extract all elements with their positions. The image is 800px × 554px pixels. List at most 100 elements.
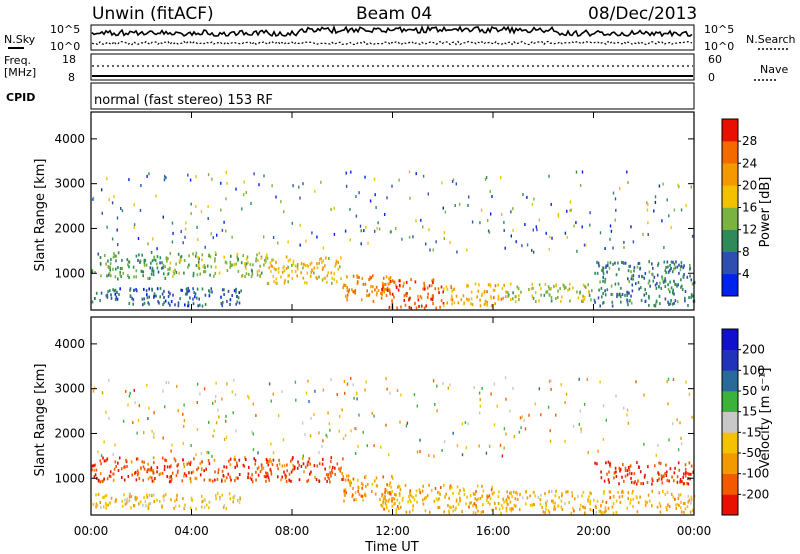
heatmap-cell: [314, 389, 316, 393]
heatmap-cell: [327, 411, 329, 415]
heatmap-cell: [602, 266, 605, 270]
heatmap-cell: [190, 202, 192, 206]
heatmap-cell: [687, 482, 690, 486]
heatmap-cell: [609, 462, 611, 466]
colorbar-segment: [722, 391, 738, 412]
heatmap-cell: [192, 302, 195, 306]
heatmap-cell: [110, 296, 113, 300]
heatmap-cell: [664, 471, 666, 475]
heatmap-cell: [91, 269, 94, 273]
heatmap-cell: [680, 285, 682, 289]
heatmap-cell: [570, 511, 573, 515]
heatmap-cell: [215, 381, 217, 385]
heatmap-cell: [167, 290, 170, 294]
heatmap-cell: [222, 505, 225, 509]
heatmap-cell: [212, 434, 214, 438]
heatmap-cell: [284, 476, 287, 480]
heatmap-cell: [114, 254, 116, 258]
heatmap-cell: [451, 298, 454, 302]
heatmap-cell: [577, 495, 579, 499]
heatmap-cell: [197, 466, 200, 470]
heatmap-cell: [378, 227, 381, 231]
heatmap-cell: [615, 208, 617, 212]
heatmap-cell: [128, 499, 131, 503]
heatmap-cell: [149, 266, 152, 270]
heatmap-cell: [619, 295, 622, 299]
heatmap-cell: [101, 480, 104, 484]
heatmap-cell: [339, 469, 342, 473]
heatmap-cell: [600, 470, 602, 474]
heatmap-cell: [324, 276, 326, 280]
heatmap-cell: [686, 505, 689, 509]
heatmap-cell: [561, 492, 563, 496]
heatmap-cell: [211, 454, 213, 458]
heatmap-cell: [540, 287, 542, 291]
heatmap-cell: [114, 275, 117, 279]
heatmap-cell: [248, 465, 250, 469]
heatmap-cell: [286, 469, 288, 473]
heatmap-cell: [402, 284, 404, 288]
heatmap-cell: [409, 287, 411, 290]
heatmap-cell: [263, 235, 265, 239]
heatmap-cell: [99, 299, 101, 303]
heatmap-cell: [341, 478, 343, 481]
heatmap-cell: [627, 181, 629, 184]
heatmap-cell: [497, 495, 500, 499]
heatmap-cell: [401, 498, 404, 502]
heatmap-cell: [466, 297, 468, 301]
heatmap-cell: [630, 225, 632, 229]
heatmap-cell: [147, 242, 149, 246]
heatmap-cell: [286, 463, 288, 467]
heatmap-cell: [195, 477, 198, 481]
heatmap-cell: [656, 479, 659, 483]
heatmap-cell: [507, 503, 509, 506]
heatmap-cell: [138, 477, 141, 481]
heatmap-cell: [339, 414, 341, 418]
heatmap-cell: [190, 480, 192, 484]
heatmap-cell: [374, 288, 376, 292]
heatmap-cell: [457, 301, 460, 305]
heatmap-cell: [612, 262, 614, 266]
heatmap-cell: [690, 495, 693, 499]
heatmap-cell: [608, 470, 610, 474]
heatmap-cell: [655, 453, 657, 457]
heatmap-cell: [636, 510, 639, 514]
heatmap-cell: [214, 272, 217, 275]
heatmap-cell: [213, 274, 215, 278]
heatmap-cell: [314, 189, 316, 193]
heatmap-cell: [252, 448, 255, 452]
heatmap-cell: [481, 292, 484, 296]
heatmap-cell: [358, 413, 360, 417]
heatmap-cell: [135, 497, 137, 501]
heatmap-cell: [167, 257, 169, 260]
heatmap-cell: [385, 489, 388, 493]
heatmap-cell: [152, 237, 154, 241]
heatmap-cell: [134, 472, 136, 475]
heatmap-cell: [344, 434, 347, 437]
heatmap-cell: [397, 484, 400, 488]
heatmap-cell: [534, 402, 537, 406]
heatmap-cell: [468, 505, 470, 509]
heatmap-cell: [634, 480, 636, 484]
heatmap-cell: [427, 192, 429, 196]
x-tick-label: 04:00: [174, 524, 209, 538]
heatmap-cell: [221, 479, 223, 483]
heatmap-cell: [368, 293, 371, 297]
heatmap-cell: [238, 458, 241, 462]
heatmap-cell: [223, 465, 225, 469]
heatmap-cell: [364, 175, 366, 179]
heatmap-cell: [518, 294, 520, 298]
heatmap-cell: [654, 302, 657, 306]
heatmap-cell: [495, 506, 497, 510]
heatmap-cell: [128, 302, 131, 305]
heatmap-cell: [452, 431, 454, 435]
heatmap-cell: [299, 223, 301, 227]
heatmap-cell: [197, 260, 200, 264]
x-tick-label: 08:00: [275, 524, 310, 538]
heatmap-cell: [668, 479, 670, 483]
heatmap-cell: [654, 304, 657, 308]
heatmap-cell: [442, 290, 444, 294]
heatmap-cell: [680, 264, 683, 268]
heatmap-cell: [388, 277, 390, 281]
